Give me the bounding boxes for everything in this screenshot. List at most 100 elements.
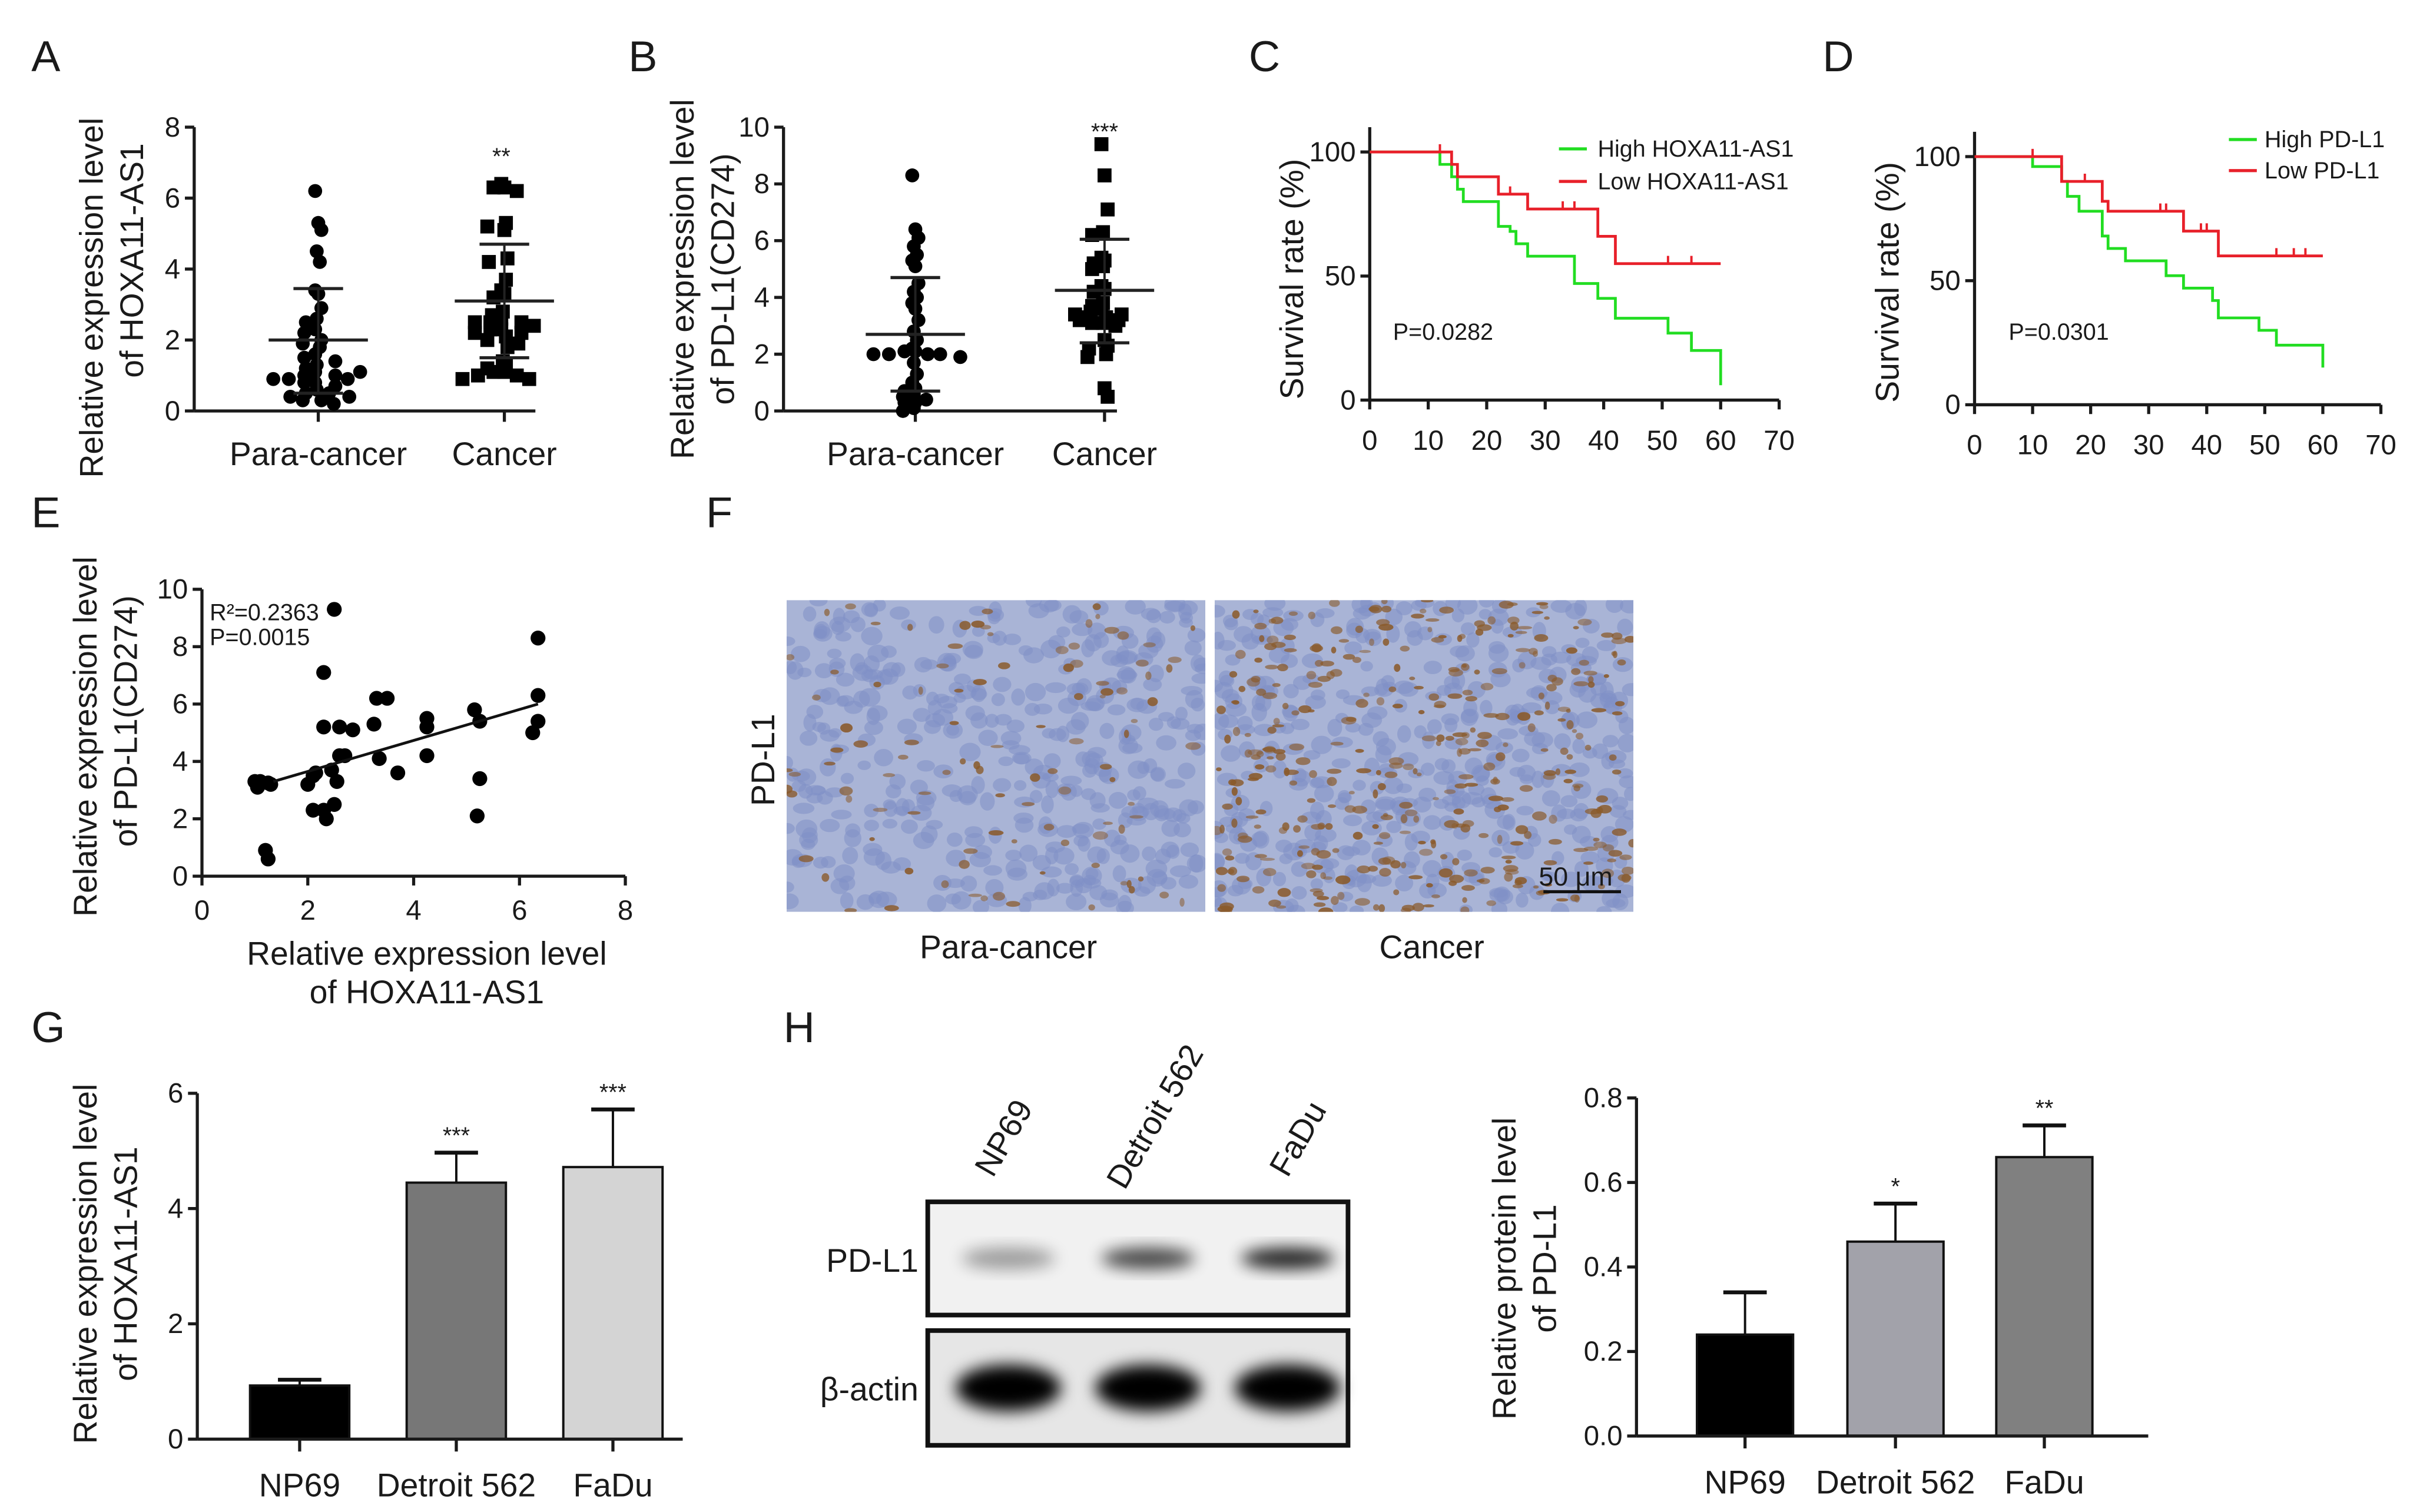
ihc-stain-spot	[1419, 848, 1433, 856]
a-data-point	[310, 244, 324, 258]
e-y-tick-label: 10	[157, 574, 188, 605]
ihc-nucleus	[1617, 734, 1634, 752]
ihc-stain-spot	[918, 687, 923, 695]
ihc-stain-spot	[1612, 769, 1622, 775]
ihc-stain-spot	[1403, 763, 1414, 771]
ihc-stain-spot	[1275, 752, 1286, 761]
d-survival-curve-low	[1974, 155, 2323, 257]
ihc-stain-spot	[954, 688, 964, 693]
ihc-nucleus	[1489, 847, 1503, 858]
e-data-point	[329, 774, 344, 789]
ihc-nucleus	[1148, 718, 1163, 731]
ihc-stain-spot	[824, 608, 830, 616]
ihc-nucleus	[833, 864, 855, 883]
ihc-stain-spot	[1313, 902, 1326, 907]
ihc-nucleus	[1012, 751, 1032, 765]
b-y-tick-label: 2	[754, 339, 770, 370]
a-data-point	[514, 326, 529, 340]
ihc-nucleus	[991, 693, 1005, 707]
ihc-nucleus	[1572, 738, 1586, 754]
ihc-stain-spot	[1254, 824, 1261, 829]
ihc-stain-spot	[1248, 772, 1263, 780]
ihc-stain-spot	[1217, 884, 1226, 892]
ihc-stain-spot	[1529, 648, 1538, 655]
ihc-stain-spot	[1483, 713, 1499, 718]
a-data-point	[328, 368, 343, 383]
a-data-point	[499, 329, 513, 344]
ihc-nucleus	[1156, 735, 1176, 751]
ihc-stain-spot	[1543, 773, 1556, 780]
ihc-stain-spot	[1464, 869, 1478, 877]
ihc-nucleus	[1112, 865, 1126, 883]
ihc-nucleus	[1413, 796, 1431, 813]
western-blot	[925, 1199, 1351, 1448]
ihc-stain-spot	[947, 643, 963, 649]
a-data-point	[310, 311, 324, 326]
ihc-nucleus	[1042, 728, 1056, 739]
ihc-nucleus	[1056, 883, 1074, 894]
ihc-stain-spot	[1345, 717, 1357, 722]
ihc-nucleus	[1108, 792, 1128, 809]
ihc-nucleus	[972, 900, 990, 912]
ihc-nucleus	[1175, 707, 1188, 721]
ihc-stain-spot	[1420, 608, 1427, 614]
panel-c: Survival rate (%) P=0.0282 High HOXA11-A…	[1274, 136, 1794, 399]
ihc-stain-spot	[1596, 795, 1608, 803]
ihc-nucleus	[1478, 600, 1494, 608]
ihc-stain-spot	[1514, 877, 1527, 885]
ihc-stain-spot	[1224, 734, 1231, 744]
ihc-stain-spot	[1418, 840, 1426, 845]
ihc-nucleus	[1153, 805, 1170, 821]
h-y-tick-label: 0.6	[1584, 1167, 1623, 1198]
a-data-point	[514, 315, 529, 330]
d-ylabel: Survival rate (%)	[1869, 162, 1905, 403]
ihc-stain-spot	[968, 893, 982, 897]
ihc-stain-spot	[936, 663, 949, 669]
ihc-nucleus	[1184, 640, 1202, 656]
ihc-nucleus	[810, 785, 826, 795]
ihc-stain-spot	[982, 608, 993, 615]
ihc-stain-spot	[1474, 669, 1480, 675]
panel-e: Relative expression level of PD-L1(CD274…	[67, 556, 607, 1010]
ihc-nucleus	[980, 792, 995, 811]
ihc-nucleus	[1099, 767, 1119, 784]
ihc-stain-spot	[1475, 628, 1484, 636]
h-y-tick-label: 0.0	[1584, 1421, 1623, 1452]
ihc-stain-spot	[1461, 885, 1475, 891]
a-data-point	[314, 223, 329, 237]
ihc-stain-spot	[1401, 904, 1415, 911]
e-data-point	[525, 725, 541, 741]
ihc-nucleus	[1397, 725, 1411, 743]
b-data-point	[1100, 202, 1115, 217]
ihc-stain-spot	[995, 793, 1005, 798]
ihc-stain-spot	[1615, 701, 1625, 707]
ihc-stain-spot	[1399, 801, 1413, 809]
ihc-stain-spot	[1388, 757, 1404, 765]
ihc-nucleus	[1005, 850, 1022, 861]
ihc-nucleus	[1185, 730, 1201, 741]
ihc-stain-spot	[973, 679, 987, 685]
ihc-stain-spot	[1309, 770, 1317, 778]
ihc-nucleus	[914, 656, 933, 673]
ihc-nucleus	[998, 756, 1014, 767]
ihc-nucleus	[1214, 896, 1222, 907]
ihc-nucleus	[820, 818, 840, 833]
ihc-stain-spot	[1301, 863, 1315, 870]
ihc-nucleus	[1433, 771, 1454, 785]
ihc-stain-spot	[1531, 611, 1543, 614]
ihc-stain-spot	[1602, 868, 1615, 878]
ihc-stain-spot	[1381, 605, 1392, 613]
b-data-point	[897, 344, 911, 359]
ihc-stain-spot	[1344, 805, 1356, 813]
ihc-nucleus	[1143, 678, 1162, 691]
ihc-stain-spot	[1421, 735, 1437, 742]
ihc-stain-spot	[1216, 767, 1222, 771]
ihc-stain-spot	[1092, 831, 1108, 840]
ihc-stain-spot	[949, 721, 959, 725]
ihc-nucleus	[1190, 654, 1206, 672]
ihc-nucleus	[965, 833, 986, 847]
ihc-stain-spot	[1088, 904, 1095, 911]
d-legend-low: Low PD-L1	[2265, 158, 2379, 184]
ihc-stain-spot	[904, 867, 914, 875]
b-y-tick-label: 10	[738, 112, 770, 143]
